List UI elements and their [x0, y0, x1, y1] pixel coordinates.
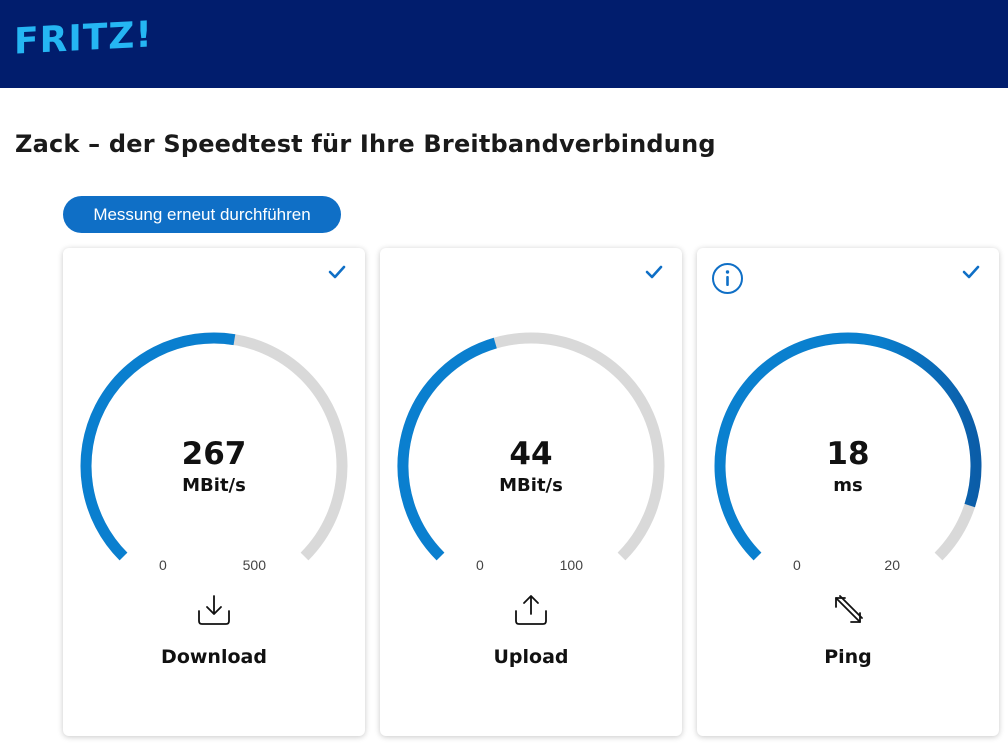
- upload-scale-max: 100: [559, 557, 583, 573]
- download-scale-min: 0: [159, 557, 167, 573]
- info-icon[interactable]: [711, 262, 744, 295]
- download-unit: MBit/s: [182, 475, 246, 496]
- upload-gauge: [397, 332, 665, 561]
- download-label: Download: [161, 646, 267, 668]
- gauge-fill: [80, 332, 236, 561]
- ping-scale-max: 20: [884, 557, 900, 573]
- page-title: Zack – der Speedtest für Ihre Breitbandv…: [15, 130, 716, 158]
- upload-unit: MBit/s: [499, 475, 563, 496]
- upload-card: 44 MBit/s 0 100 Upload: [380, 248, 682, 736]
- check-icon: [962, 265, 980, 279]
- upload-icon: [515, 595, 547, 625]
- upload-label: Upload: [493, 646, 569, 668]
- upload-scale-min: 0: [476, 557, 484, 573]
- ping-gauge: [714, 332, 982, 561]
- check-icon: [645, 265, 663, 279]
- ping-label: Ping: [824, 646, 872, 668]
- ping-unit: ms: [833, 475, 863, 496]
- gauge-fill: [397, 337, 497, 561]
- download-gauge: [80, 332, 348, 561]
- upload-value: 44: [509, 436, 553, 472]
- ping-arrows-icon: [835, 595, 863, 623]
- ping-card: 18 ms 0 20 Ping: [697, 248, 999, 736]
- download-card: 267 MBit/s 0 500 Download: [63, 248, 365, 736]
- header-bar: FRITZ!: [0, 0, 1008, 88]
- download-value: 267: [181, 436, 247, 472]
- download-scale-max: 500: [242, 557, 266, 573]
- rerun-measurement-button[interactable]: Messung erneut durchführen: [63, 196, 341, 233]
- fritz-logo[interactable]: FRITZ!: [14, 14, 153, 63]
- check-icon: [328, 265, 346, 279]
- ping-scale-min: 0: [793, 557, 801, 573]
- gauge-fill: [714, 332, 982, 561]
- download-icon: [198, 595, 230, 625]
- ping-value: 18: [826, 436, 870, 472]
